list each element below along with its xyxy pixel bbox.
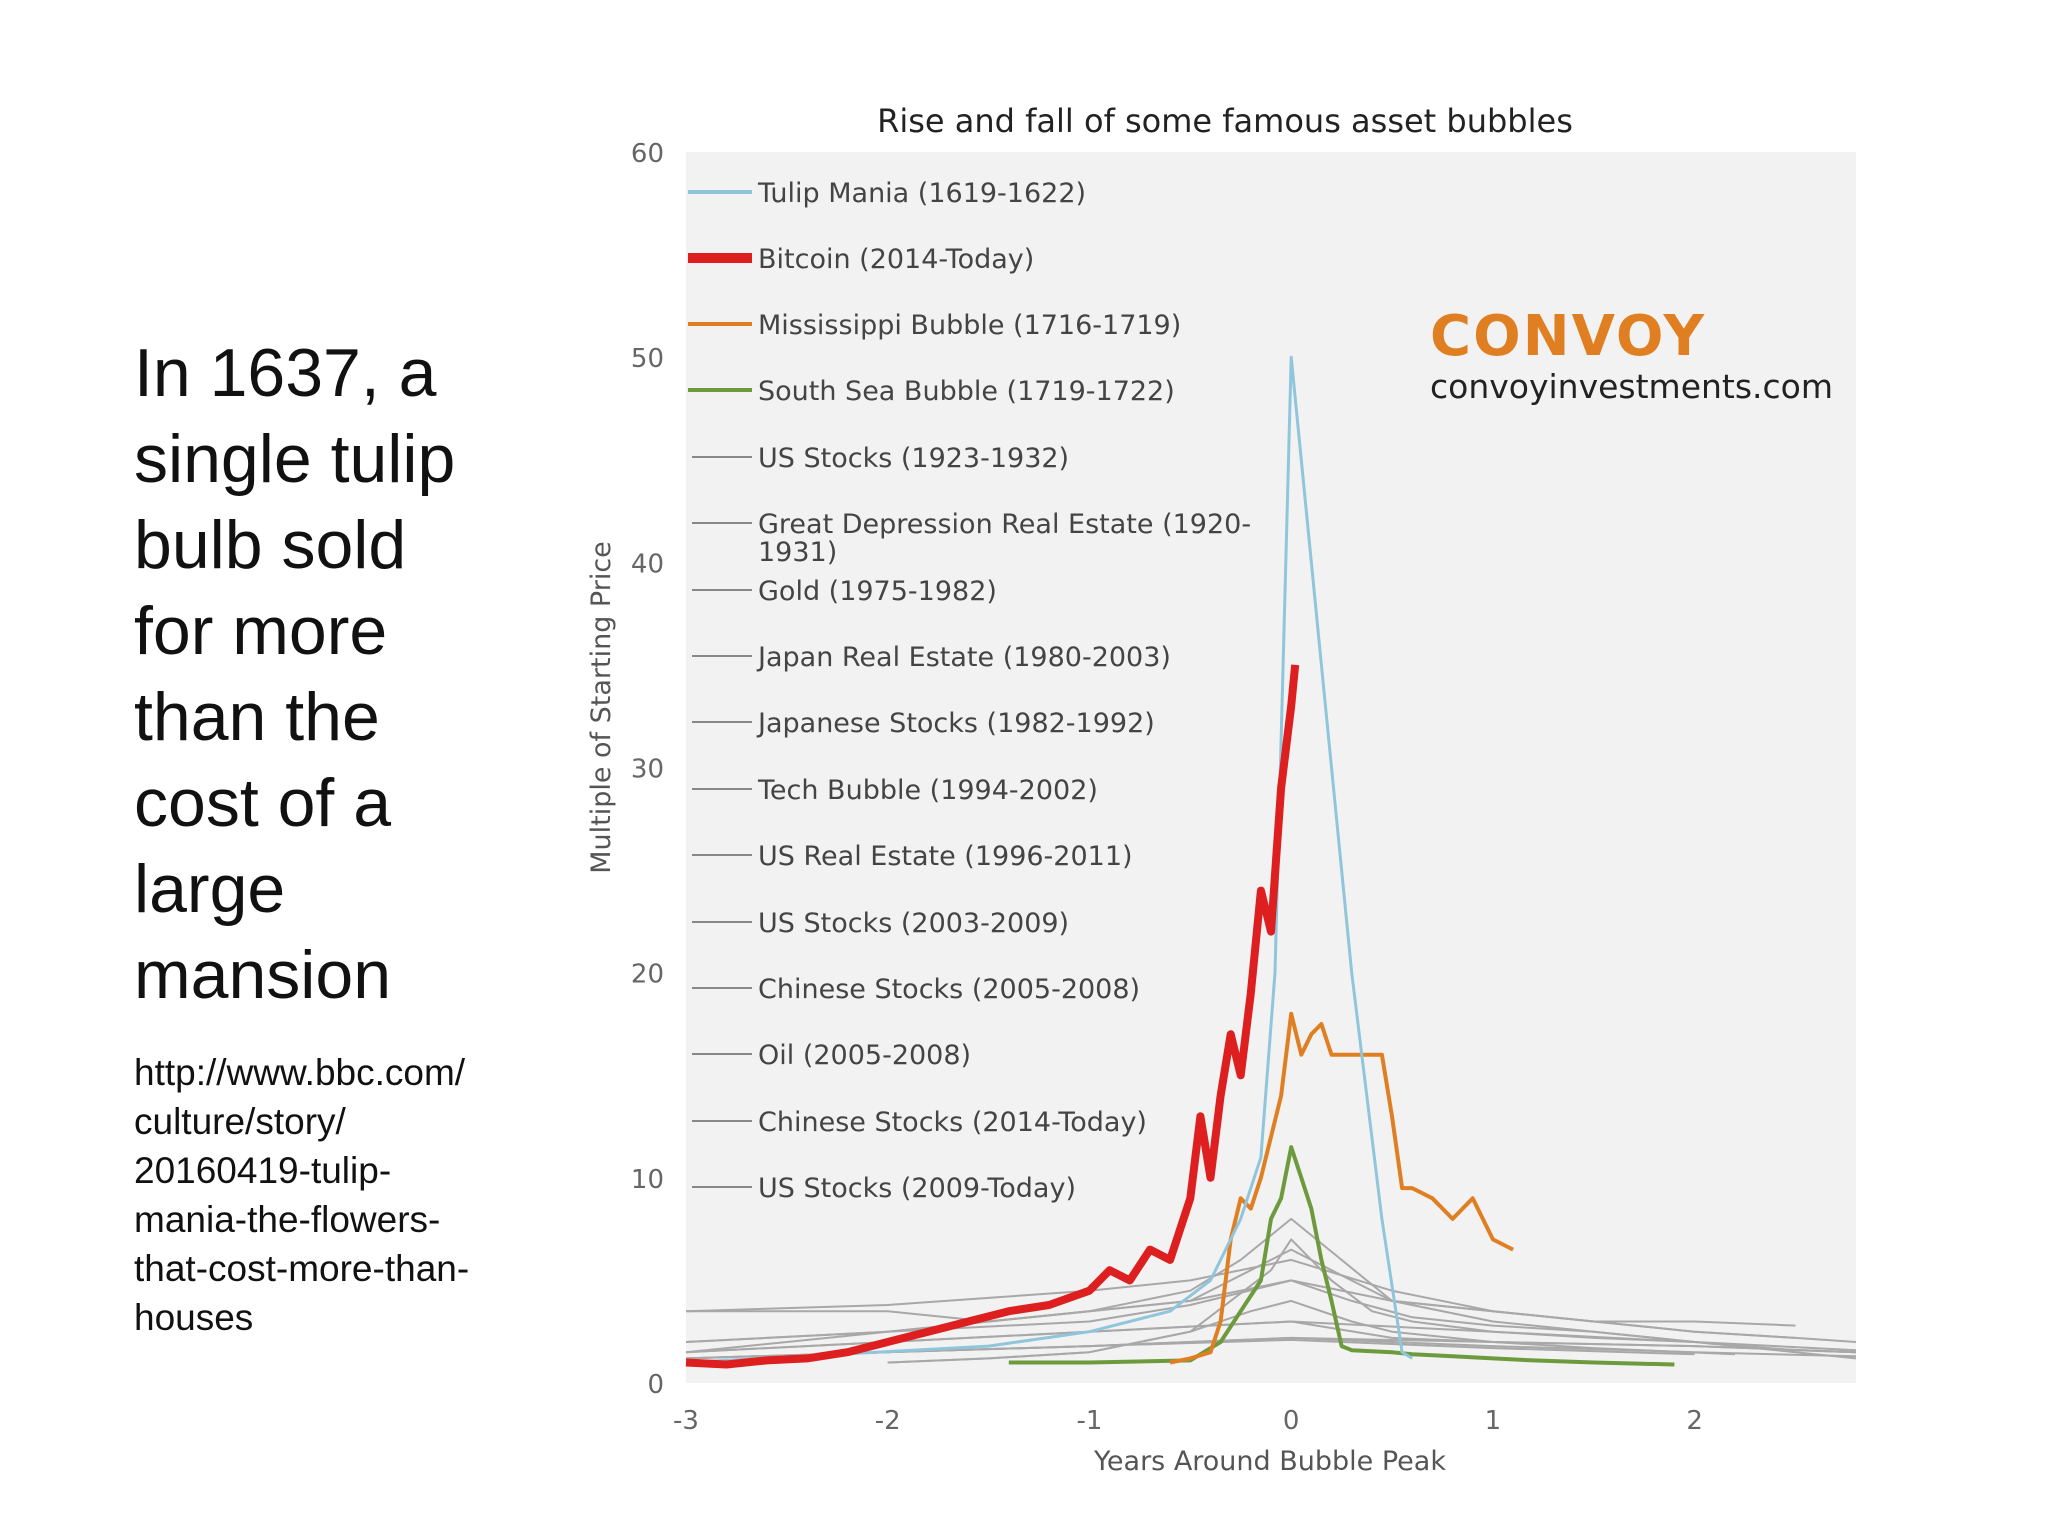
legend-label: Tech Bubble (1994-2002) xyxy=(757,775,1098,806)
legend-label: Japanese Stocks (1982-1992) xyxy=(756,708,1155,739)
x-tick-label: -2 xyxy=(875,1406,901,1436)
x-tick-label: -3 xyxy=(673,1406,699,1436)
x-tick-label: 2 xyxy=(1686,1406,1703,1436)
x-axis-ticks: -3 -2 -1 0 1 2 xyxy=(673,1406,1703,1436)
headline-line: cost of a xyxy=(134,765,392,841)
legend-label: Gold (1975-1982) xyxy=(758,576,997,607)
x-tick-label: 0 xyxy=(1283,1406,1300,1436)
chart-title: Rise and fall of some famous asset bubbl… xyxy=(877,102,1573,140)
legend-label: Bitcoin (2014-Today) xyxy=(758,244,1034,275)
source-line: houses xyxy=(134,1297,254,1338)
headline-line: large xyxy=(134,851,286,927)
legend-label: Chinese Stocks (2014-Today) xyxy=(758,1107,1147,1138)
headline: In 1637, a single tulip bulb sold for mo… xyxy=(134,330,554,1018)
headline-line: single tulip xyxy=(134,421,456,497)
series-line xyxy=(685,664,1300,1369)
x-tick-label: -1 xyxy=(1076,1406,1102,1436)
legend-label: South Sea Bubble (1719-1722) xyxy=(758,376,1175,407)
series-line xyxy=(1008,1145,1675,1367)
legend-label: US Stocks (2003-2009) xyxy=(758,908,1069,939)
legend-label: US Real Estate (1996-2011) xyxy=(758,841,1133,872)
y-tick-label: 20 xyxy=(631,960,664,990)
headline-line: than the xyxy=(134,679,380,755)
y-tick-label: 40 xyxy=(631,549,664,579)
y-tick-label: 60 xyxy=(631,139,664,169)
brand-url: convoyinvestments.com xyxy=(1430,367,1833,406)
source-link[interactable]: http://www.bbc.com/ culture/story/ 20160… xyxy=(134,1048,554,1342)
legend-label: Japan Real Estate (1980-2003) xyxy=(756,642,1171,673)
slide-text: In 1637, a single tulip bulb sold for mo… xyxy=(134,330,554,1342)
series-line xyxy=(685,1320,1857,1354)
legend-label: Oil (2005-2008) xyxy=(758,1040,971,1071)
legend: Tulip Mania (1619-1622) Bitcoin (2014-Tod… xyxy=(688,178,1251,1204)
y-axis-label: Multiple of Starting Price xyxy=(586,541,617,874)
legend-label: Tulip Mania (1619-1622) xyxy=(757,178,1086,209)
y-tick-label: 10 xyxy=(631,1165,664,1195)
y-tick-label: 50 xyxy=(631,344,664,374)
brand-logo: CONVOY convoyinvestments.com xyxy=(1430,304,1833,406)
x-tick-label: 1 xyxy=(1485,1406,1502,1436)
bubble-chart: Rise and fall of some famous asset bubbl… xyxy=(560,90,1860,1510)
chart-svg: Rise and fall of some famous asset bubbl… xyxy=(586,102,1857,1477)
series-line xyxy=(685,1279,1857,1354)
headline-line: for more xyxy=(134,593,388,669)
source-line: mania-the-flowers- xyxy=(134,1199,441,1240)
brand-name: CONVOY xyxy=(1430,304,1706,369)
headline-line: mansion xyxy=(134,937,392,1013)
legend-label: US Stocks (2009-Today) xyxy=(758,1173,1076,1204)
legend-label: Great Depression Real Estate (1920-1931) xyxy=(758,509,1251,568)
source-line: 20160419-tulip- xyxy=(134,1150,392,1191)
y-axis-ticks: 0 10 20 30 40 50 60 xyxy=(631,139,664,1400)
source-line: http://www.bbc.com/ xyxy=(134,1052,466,1093)
y-tick-label: 0 xyxy=(647,1370,664,1400)
source-line: that-cost-more-than- xyxy=(134,1248,470,1289)
legend-label: Chinese Stocks (2005-2008) xyxy=(758,974,1140,1005)
series-line xyxy=(887,1299,1736,1364)
x-axis-label: Years Around Bubble Peak xyxy=(1093,1446,1446,1477)
series-lines xyxy=(685,355,1857,1369)
y-tick-label: 30 xyxy=(631,755,664,785)
series-line xyxy=(685,355,1413,1364)
legend-label: Mississippi Bubble (1716-1719) xyxy=(758,310,1181,341)
plot-area xyxy=(686,152,1856,1383)
source-line: culture/story/ xyxy=(134,1101,346,1142)
headline-line: In 1637, a xyxy=(134,335,437,411)
headline-line: bulb sold xyxy=(134,507,407,583)
legend-label: US Stocks (1923-1932) xyxy=(758,443,1069,474)
